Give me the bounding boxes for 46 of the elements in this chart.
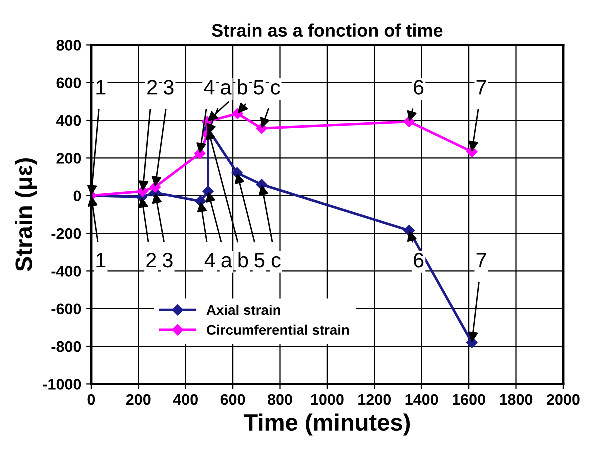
y-tick-label: -800 [52,341,82,352]
annotation: 2 [148,80,158,95]
annotation: 4 [204,253,216,268]
annotation: 2 [146,253,156,268]
y-tick-label: 0 [74,190,82,202]
legend-label: Axial strain [206,304,280,316]
x-tick-label: 0 [88,394,96,406]
annotation: b [238,80,248,95]
annotation: 7 [476,80,486,95]
annotation: 5 [254,80,264,95]
y-tick-label: 600 [56,78,82,89]
annotation: 7 [476,253,486,268]
annotation: 4 [204,80,215,95]
y-tick-label: -400 [52,266,82,277]
y-axis-title: Strain (με) [15,158,38,272]
x-tick-label: 2000 [546,394,580,406]
x-tick-label: 400 [173,394,198,406]
annotation: 6 [414,253,424,268]
x-tick-label: 800 [268,394,292,406]
x-axis-title: Time (minutes) [244,414,410,436]
legend-label: Circumferential strain [206,324,350,336]
chart-title: Strain as a fonction of time [212,24,443,38]
x-tick-label: 600 [220,394,246,406]
annotation: a [222,256,232,268]
x-tick-label: 1000 [311,394,344,406]
x-tick-label: 1200 [358,394,392,406]
y-tick-label: -1000 [43,379,82,390]
annotation: c [271,83,280,95]
y-tick-label: -600 [52,304,82,315]
x-tick-label: 1800 [500,394,533,406]
annotation: 3 [164,80,174,95]
y-tick-label: 800 [56,40,82,51]
annotation: 1 [96,253,106,268]
x-tick-label: 200 [126,394,151,406]
y-tick-label: 200 [56,153,82,164]
annotation: 1 [96,80,106,95]
annotation: c [272,256,281,268]
x-tick-label: 1400 [406,394,438,406]
annotation: 3 [162,253,173,268]
annotation: b [238,252,248,268]
y-tick-label: -200 [52,228,82,240]
x-tick-label: 1600 [453,394,486,406]
annotation: a [221,83,232,95]
y-tick-label: 400 [56,115,82,126]
annotation: 6 [414,80,424,95]
annotation: 5 [254,253,265,268]
